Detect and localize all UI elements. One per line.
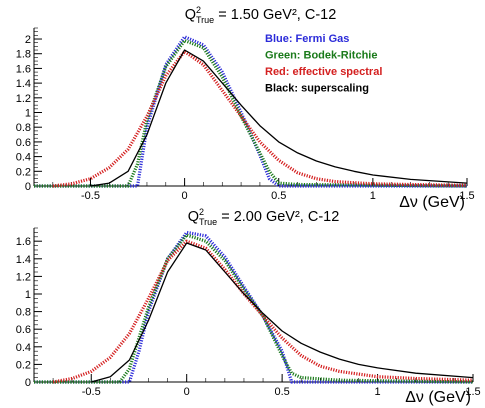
- x-tick-label: 1: [375, 386, 381, 398]
- y-tick-label: 0.4: [16, 152, 31, 164]
- y-tick-label: 1.8: [16, 49, 31, 61]
- series-line-1: [34, 230, 473, 384]
- x-axis-label: Δν (GeV): [399, 194, 465, 211]
- y-tick-label: 1.6: [16, 63, 31, 75]
- legend-entry: Blue: Fermi Gas: [265, 33, 349, 45]
- chart-title: Q2 True = 1.50 GeV², C-12: [185, 5, 337, 25]
- legend-entry: Green: Bodek-Ritchie: [265, 50, 377, 62]
- y-tick-label: 1.2: [16, 93, 31, 105]
- y-tick-label: 0: [25, 181, 31, 193]
- y-tick-label: 1: [25, 108, 31, 120]
- series-line-4: [91, 242, 474, 383]
- y-tick-label: 1.6: [16, 236, 31, 248]
- y-tick-label: 1.4: [16, 78, 31, 90]
- y-tick-label: 0.8: [16, 307, 31, 319]
- x-tick-label: 0: [182, 190, 188, 202]
- y-tick-label: 0.8: [16, 122, 31, 134]
- y-tick-label: 0.4: [16, 342, 31, 354]
- y-tick-label: 2: [25, 34, 31, 46]
- x-tick-label: 0.5: [274, 386, 289, 398]
- y-tick-label: 0.6: [16, 137, 31, 149]
- series-line-2: [34, 38, 468, 188]
- y-tick-label: 0: [25, 377, 31, 389]
- y-tick-label: 1: [25, 289, 31, 301]
- y-tick-label: 0.2: [16, 359, 31, 371]
- y-tick-label: 1.2: [16, 271, 31, 283]
- y-tick-label: 0.2: [16, 166, 31, 178]
- series-line-4: [90, 49, 468, 187]
- x-tick-label: 1: [370, 190, 376, 202]
- legend-entry: Black: superscaling: [265, 83, 369, 95]
- x-tick-label: 1.5: [465, 386, 480, 398]
- series-line-3: [52, 239, 474, 384]
- x-tick-label: 0: [184, 386, 190, 398]
- x-tick-label: -0.5: [81, 190, 100, 202]
- x-tick-label: 1.5: [459, 190, 474, 202]
- x-tick-label: 0.5: [271, 190, 286, 202]
- x-axis-label: Δν (GeV): [405, 389, 471, 406]
- y-tick-label: 0.6: [16, 324, 31, 336]
- chart-panel-2: Q2 True = 2.00 GeV², C-12 0 0.2 0.4 0.6 0.8 1 1.…: [16, 207, 481, 406]
- series-line-1: [34, 35, 467, 188]
- series-line-2: [34, 233, 474, 384]
- chart-panel-1: Q2 True = 1.50 GeV², C-12 0 0.2 0.4 0.6 0.8 1 1.…: [16, 5, 475, 211]
- y-tick-label: 1.4: [16, 254, 31, 266]
- legend-entry: Red: effective spectral: [265, 66, 382, 78]
- x-tick-label: -0.5: [82, 386, 101, 398]
- chart-title: Q2 True = 2.00 GeV², C-12: [188, 207, 340, 227]
- series-line-3: [52, 49, 468, 188]
